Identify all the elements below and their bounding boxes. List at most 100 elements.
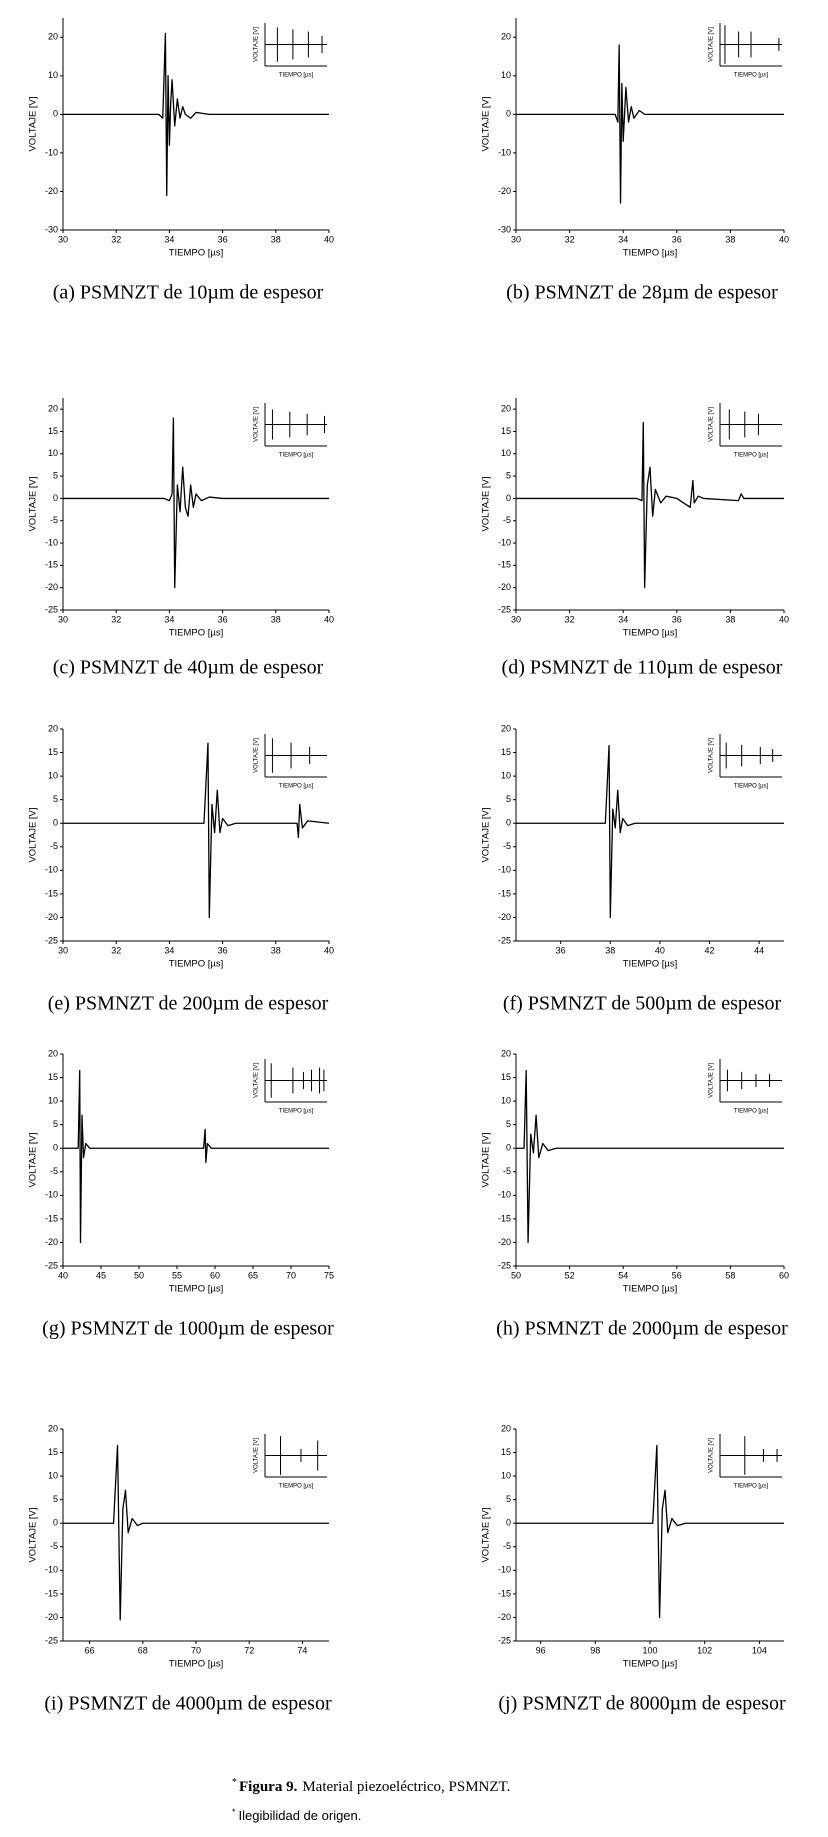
inset-x-label: TIEMPO [µs] <box>279 453 314 459</box>
chart: -30 -20 -10 0 10 20 30 32 34 36 38 40 TIEMPO [µs] VOL… <box>481 18 789 304</box>
subfigure-caption: (d) PSMNZT de 110µm de espesor <box>502 657 783 679</box>
x-tick-label: 40 <box>324 234 334 244</box>
x-tick-label: 36 <box>672 614 682 624</box>
y-tick-label: 20 <box>501 1048 511 1058</box>
x-tick-label: 30 <box>58 945 68 955</box>
y-tick-label: -25 <box>498 1260 511 1270</box>
y-tick-label: -20 <box>45 1237 58 1247</box>
x-axis-label: TIEMPO [µs] <box>169 628 224 639</box>
y-tick-label: -15 <box>498 1213 511 1223</box>
y-tick-label: -25 <box>498 935 511 945</box>
caption-text: Material piezoeléctrico, PSMNZT. <box>302 1779 510 1795</box>
x-tick-label: 38 <box>271 234 281 244</box>
x-tick-label: 30 <box>58 614 68 624</box>
subfigure-caption: (g) PSMNZT de 1000µm de espesor <box>42 1318 334 1340</box>
y-tick-label: 5 <box>53 1494 58 1504</box>
x-tick-label: 56 <box>672 1270 682 1280</box>
inset-x-label: TIEMPO [µs] <box>734 73 769 79</box>
waveform <box>63 742 330 919</box>
x-tick-label: 38 <box>271 945 281 955</box>
y-tick-label: -5 <box>503 1541 511 1551</box>
caption-label: Figura 9. <box>239 1779 298 1795</box>
y-tick-label: 10 <box>501 70 511 80</box>
y-tick-label: 10 <box>48 448 58 458</box>
y-tick-label: -20 <box>498 582 511 592</box>
note-text: Ilegibilidad de origen. <box>239 1808 362 1823</box>
inset-y-label: VOLTAJE [V] <box>254 1063 260 1098</box>
x-tick-label: 75 <box>324 1270 334 1280</box>
x-tick-label: 36 <box>218 614 228 624</box>
y-axis-label: VOLTAJE [V] <box>481 1507 492 1562</box>
y-tick-label: -25 <box>45 935 58 945</box>
subfigure-caption: (a) PSMNZT de 10µm de espesor <box>53 282 324 304</box>
y-tick-label: 15 <box>48 426 58 436</box>
y-tick-label: 0 <box>53 493 58 503</box>
inset-y-label: VOLTAJE [V] <box>254 1438 260 1473</box>
y-tick-label: 10 <box>501 770 511 780</box>
x-tick-label: 66 <box>85 1645 95 1655</box>
x-tick-label: 34 <box>164 945 174 955</box>
x-axis-label: TIEMPO [µs] <box>623 959 678 970</box>
y-axis-label: VOLTAJE [V] <box>481 807 492 862</box>
inset-y-label: VOLTAJE [V] <box>709 1438 715 1473</box>
chart: -25 -20 -15 -10 -5 0 5 10 15 20 50 52 54 56 58 60 TIEMPO… <box>481 1048 789 1339</box>
y-tick-label: -15 <box>45 1213 58 1223</box>
y-tick-label: 15 <box>501 1072 511 1082</box>
x-tick-label: 32 <box>111 234 121 244</box>
y-tick-label: -5 <box>50 1166 58 1176</box>
y-tick-label: 20 <box>48 1423 58 1433</box>
y-tick-label: -20 <box>45 1612 58 1622</box>
y-tick-label: 0 <box>506 1143 511 1153</box>
waveform <box>63 417 329 589</box>
x-tick-label: 40 <box>655 945 665 955</box>
x-tick-label: 74 <box>297 1645 307 1655</box>
y-axis-label: VOLTAJE [V] <box>28 1132 39 1187</box>
x-tick-label: 70 <box>286 1270 296 1280</box>
inset-x-label: TIEMPO [µs] <box>279 1109 314 1115</box>
chart: -25 -20 -15 -10 -5 0 5 10 15 20 96 98 100 102 104 TIEMP… <box>481 1423 786 1714</box>
x-axis-label: TIEMPO [µs] <box>623 1659 678 1670</box>
y-tick-label: 15 <box>48 1447 58 1457</box>
x-tick-label: 102 <box>697 1645 712 1655</box>
x-tick-label: 36 <box>556 945 566 955</box>
x-tick-label: 40 <box>779 234 789 244</box>
y-tick-label: 15 <box>48 747 58 757</box>
x-tick-label: 96 <box>536 1645 546 1655</box>
y-tick-label: -5 <box>50 841 58 851</box>
subfigure-caption: (c) PSMNZT de 40µm de espesor <box>53 657 324 679</box>
x-tick-label: 38 <box>271 614 281 624</box>
y-tick-label: -20 <box>498 1612 511 1622</box>
x-tick-label: 36 <box>218 234 228 244</box>
y-tick-label: -10 <box>45 865 58 875</box>
x-tick-label: 32 <box>565 614 575 624</box>
x-tick-label: 36 <box>218 945 228 955</box>
x-tick-label: 60 <box>210 1270 220 1280</box>
y-tick-label: 20 <box>48 1048 58 1058</box>
x-tick-label: 38 <box>605 945 615 955</box>
x-tick-label: 72 <box>244 1645 254 1655</box>
x-tick-label: 30 <box>511 614 521 624</box>
subfigure-caption: (f) PSMNZT de 500µm de espesor <box>503 993 782 1015</box>
y-tick-label: -10 <box>498 147 511 157</box>
waveform <box>63 32 329 196</box>
y-tick-label: -10 <box>45 1190 58 1200</box>
inset-y-label: VOLTAJE [V] <box>254 738 260 773</box>
y-tick-label: -25 <box>45 1635 58 1645</box>
y-tick-label: -20 <box>498 912 511 922</box>
subfigure-caption: (b) PSMNZT de 28µm de espesor <box>506 282 778 304</box>
y-tick-label: -15 <box>45 560 58 570</box>
subfigure-caption: (e) PSMNZT de 200µm de espesor <box>48 993 329 1015</box>
x-tick-label: 98 <box>590 1645 600 1655</box>
y-tick-label: 5 <box>53 1119 58 1129</box>
x-tick-label: 50 <box>511 1270 521 1280</box>
y-tick-label: -20 <box>498 186 511 196</box>
x-axis-label: TIEMPO [µs] <box>169 959 224 970</box>
subfigure-caption: (i) PSMNZT de 4000µm de espesor <box>44 1693 332 1715</box>
y-tick-label: -25 <box>45 1260 58 1270</box>
y-axis-label: VOLTAJE [V] <box>28 807 39 862</box>
note-marker: * <box>232 1807 236 1817</box>
chart: -25 -20 -15 -10 -5 0 5 10 15 20 36 38 40 42 44 TIEMPO [… <box>481 723 784 1015</box>
y-tick-label: 0 <box>53 1143 58 1153</box>
x-tick-label: 34 <box>164 234 174 244</box>
y-tick-label: -10 <box>498 1565 511 1575</box>
